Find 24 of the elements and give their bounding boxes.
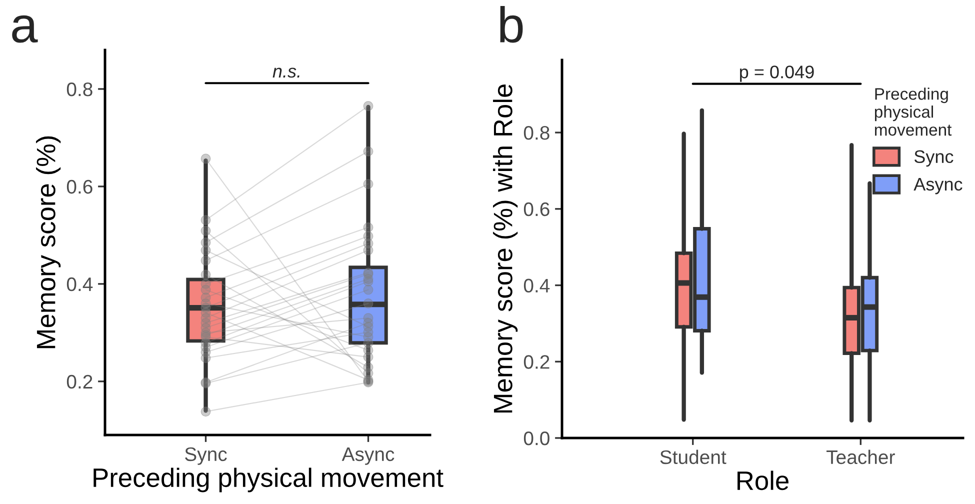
y-tick-label: 0.8 <box>66 82 92 96</box>
y-axis-title: Memory score (%) <box>36 136 61 348</box>
x-tick-label: Async <box>342 448 394 465</box>
x-axis-title: Role <box>738 470 788 490</box>
y-tick-label: 0.8 <box>524 126 550 140</box>
legend-title: Preceding physical movement <box>874 88 952 136</box>
chart-title: a <box>12 15 38 43</box>
annotation: n.s. <box>272 68 300 78</box>
y-tick-label: 0.0 <box>524 431 550 446</box>
x-tick-label: Sync <box>185 447 227 465</box>
y-tick-label: 0.2 <box>66 374 92 389</box>
y-tick-label: 0.4 <box>524 278 550 293</box>
y-tick-label: 0.6 <box>66 180 92 194</box>
chart-title: b <box>500 6 523 43</box>
y-tick-label: 0.2 <box>524 355 550 369</box>
y-tick-label: 0.4 <box>66 277 93 292</box>
x-axis-title: Preceding physical movement <box>94 468 444 492</box>
y-axis-title: Memory score (%) with Role <box>493 84 518 413</box>
x-tick-label: Student <box>660 450 726 464</box>
legend-label: Sync <box>914 150 954 167</box>
annotation: p = 0.049 <box>740 66 814 82</box>
legend-label: Async <box>914 178 962 194</box>
y-tick-label: 0.6 <box>524 202 550 216</box>
x-tick-label: Teacher <box>826 450 895 464</box>
